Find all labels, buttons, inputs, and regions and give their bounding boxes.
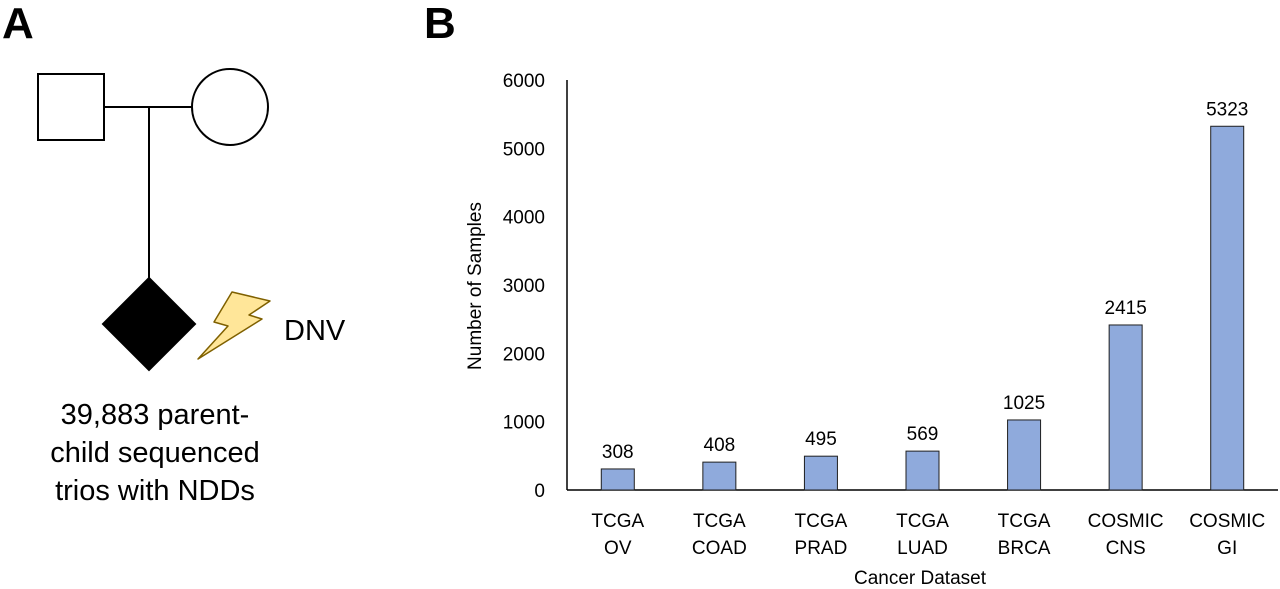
y-axis-ticks: 0 1000 2000 3000 4000 5000 6000 xyxy=(503,71,545,502)
y-tick-label: 2000 xyxy=(503,344,545,365)
affected-child-diamond-icon xyxy=(101,276,197,372)
lightning-bolt-icon xyxy=(197,291,271,360)
bar xyxy=(600,468,635,491)
x-axis-tick-labels: TCGA OV TCGA COAD TCGA PRAD TCGA LUAD TCGA BRCA CO… xyxy=(591,511,1265,559)
bar xyxy=(905,450,940,491)
bar-data-label: 5323 xyxy=(1206,99,1248,120)
x-tick-label: PRAD xyxy=(795,538,848,559)
x-tick-label: TCGA xyxy=(998,511,1051,532)
bars-group: 308 408 495 569 1025 2415 5323 xyxy=(600,99,1248,491)
x-tick-label: GI xyxy=(1217,538,1237,559)
bar-data-label: 2415 xyxy=(1105,298,1147,319)
caption-line-3: trios with NDDs xyxy=(55,475,255,507)
bar-data-label: 1025 xyxy=(1003,393,1045,414)
x-tick-label: LUAD xyxy=(897,538,948,559)
x-tick-label: COSMIC xyxy=(1088,511,1164,532)
y-tick-label: 5000 xyxy=(503,139,545,160)
panel-a-label: A xyxy=(2,0,34,48)
y-tick-label: 1000 xyxy=(503,413,545,434)
y-tick-label: 0 xyxy=(534,481,545,502)
x-tick-label: COAD xyxy=(692,538,747,559)
bar-data-label: 569 xyxy=(907,424,939,445)
y-axis-title: Number of Samples xyxy=(465,202,486,370)
caption-line-2: child sequenced xyxy=(50,437,260,469)
father-square-icon xyxy=(37,73,105,141)
x-tick-label: CNS xyxy=(1106,538,1146,559)
x-tick-label: TCGA xyxy=(591,511,644,532)
bar xyxy=(1210,125,1245,491)
x-tick-label: BRCA xyxy=(998,538,1051,559)
pedigree-diagram: DNV xyxy=(37,68,346,372)
bar xyxy=(702,461,737,491)
x-tick-label: COSMIC xyxy=(1189,511,1265,532)
dnv-label: DNV xyxy=(284,315,346,347)
x-tick-label: OV xyxy=(604,538,632,559)
bar xyxy=(1007,419,1042,491)
y-tick-label: 4000 xyxy=(503,208,545,229)
x-tick-label: TCGA xyxy=(795,511,848,532)
y-tick-label: 3000 xyxy=(503,276,545,297)
bar-data-label: 308 xyxy=(602,442,634,463)
bar-data-label: 495 xyxy=(805,429,837,450)
bar xyxy=(803,455,838,491)
bar-data-label: 408 xyxy=(704,435,736,456)
x-axis-title: Cancer Dataset xyxy=(854,568,987,589)
x-tick-label: TCGA xyxy=(693,511,746,532)
y-tick-label: 6000 xyxy=(503,71,545,92)
caption-line-1: 39,883 parent- xyxy=(60,399,250,431)
panel-b-label: B xyxy=(424,0,456,48)
x-tick-label: TCGA xyxy=(896,511,949,532)
bar xyxy=(1108,324,1143,491)
